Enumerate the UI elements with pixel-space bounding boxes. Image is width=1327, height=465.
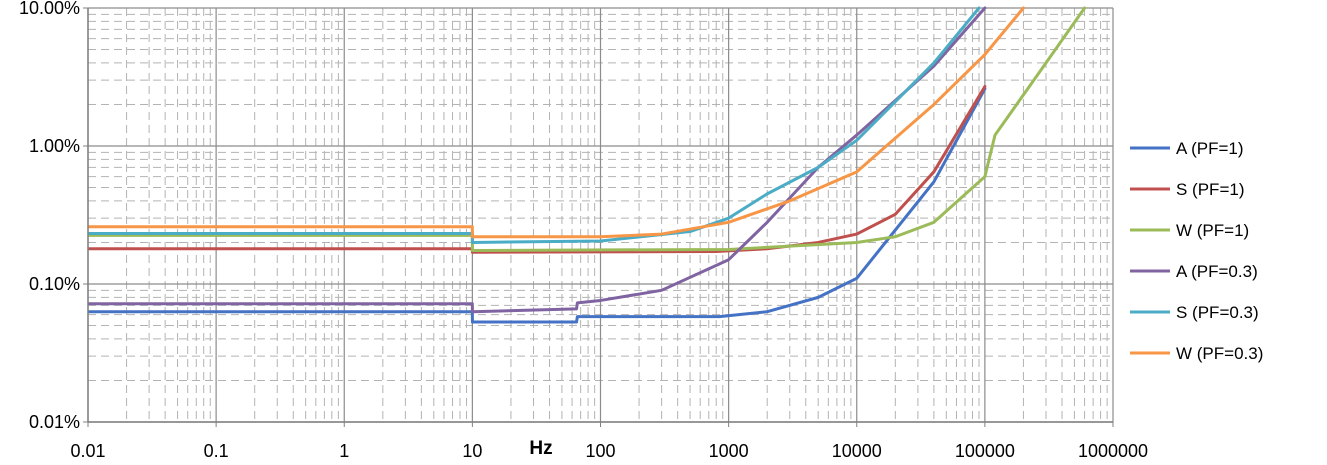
y-tick-label: 1.00% (29, 136, 80, 156)
series-lines (88, 6, 1087, 324)
legend-label: A (PF=0.3) (1176, 262, 1258, 281)
legend-label: W (PF=1) (1176, 221, 1249, 240)
x-axis-title: Hz (529, 438, 552, 459)
series-line (88, 87, 987, 324)
x-tick-label: 100000 (955, 441, 1015, 461)
legend-label: A (PF=1) (1176, 139, 1244, 158)
x-tick-label: 1 (339, 441, 349, 461)
x-tick-label: 10 (462, 441, 482, 461)
x-tick-label: 0.01 (70, 441, 105, 461)
series-line (88, 6, 981, 244)
series-line (88, 6, 1025, 239)
y-tick-label: 0.01% (29, 412, 80, 432)
axes: 0.01 0.1 1 10 100 1000 10000 100000 1000000 0.01%… (19, 0, 1148, 461)
x-tick-label: 1000 (709, 441, 749, 461)
series-line (88, 6, 987, 314)
legend-label: S (PF=0.3) (1176, 303, 1259, 322)
x-tick-label: 10000 (832, 441, 882, 461)
x-tick-label: 1000000 (1078, 441, 1148, 461)
x-tick-label: 100 (585, 441, 615, 461)
grid (87, 7, 1114, 423)
y-tick-label: 0.10% (29, 274, 80, 294)
series-line (88, 6, 1087, 252)
legend-label: W (PF=0.3) (1176, 344, 1263, 363)
x-tick-label: 0.1 (204, 441, 229, 461)
legend: A (PF=1) S (PF=1) W (PF=1) A (PF=0.3) S (PF=… (1130, 139, 1263, 363)
legend-label: S (PF=1) (1176, 180, 1245, 199)
y-tick-label: 10.00% (19, 0, 80, 18)
